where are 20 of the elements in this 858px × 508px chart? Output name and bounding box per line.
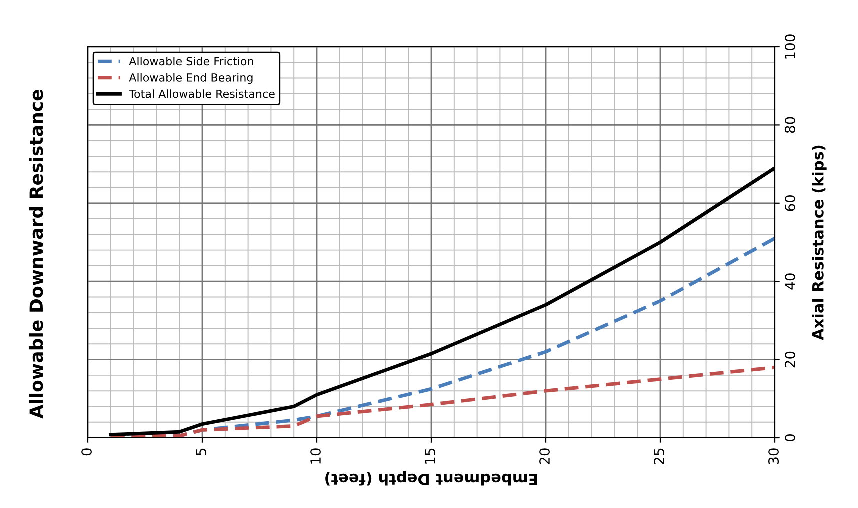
x-tick-label: 20 bbox=[540, 448, 550, 464]
x-axis-title: Embedment Depth (feet) bbox=[326, 470, 538, 486]
x-tick-label: 15 bbox=[425, 448, 436, 464]
x-tick-label: 30 bbox=[768, 448, 780, 464]
legend-label: Allowable End Bearing bbox=[129, 73, 253, 84]
line-series bbox=[109, 366, 775, 438]
x-tick-label: 25 bbox=[654, 448, 665, 464]
y-tick-label: 60 bbox=[784, 195, 796, 212]
y-tick-label: 40 bbox=[784, 274, 796, 290]
x-tick-label: 5 bbox=[196, 448, 207, 456]
y-axis-title: Axial Resistance (kips) bbox=[812, 146, 827, 340]
y-tick-label: 80 bbox=[784, 117, 796, 134]
y-tick-label: 100 bbox=[784, 34, 796, 59]
y-tick-label: 0 bbox=[784, 434, 796, 442]
text: Allowable Downward Resistance bbox=[29, 90, 44, 419]
legend-label: Total Allowable Resistance bbox=[129, 90, 275, 98]
x-tick-label: 0 bbox=[82, 448, 92, 456]
y-tick-label: 20 bbox=[784, 352, 796, 368]
legend-label: Allowable Side Friction bbox=[129, 57, 254, 66]
x-tick-label: 10 bbox=[310, 448, 322, 464]
